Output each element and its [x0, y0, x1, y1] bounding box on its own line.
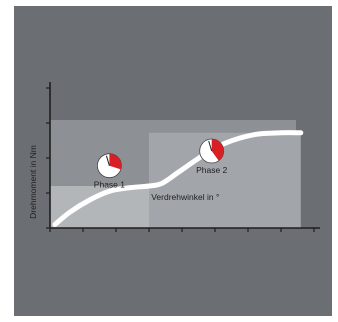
- x-axis-label: Verdrehwinkel in °: [151, 192, 219, 202]
- phase-label-1: Phase 1: [94, 180, 125, 190]
- phase-region-1: [50, 186, 149, 228]
- torque-curve: [52, 130, 304, 227]
- phase-label-2: Phase 2: [196, 165, 227, 175]
- gauge-fill: [211, 139, 224, 161]
- phase-region-2: [149, 132, 301, 228]
- y-axis-label: Drehmoment in Nm: [28, 145, 38, 219]
- chart-frame: Phase 1 Phase 2 Verdrehwinkel in ° Drehmo…: [14, 6, 332, 316]
- gauge-needle: [105, 155, 110, 166]
- gauge-fill: [109, 153, 122, 170]
- gauge-needle: [208, 140, 213, 152]
- torque-chart: Phase 1 Phase 2 Verdrehwinkel in ° Drehmo…: [28, 82, 320, 232]
